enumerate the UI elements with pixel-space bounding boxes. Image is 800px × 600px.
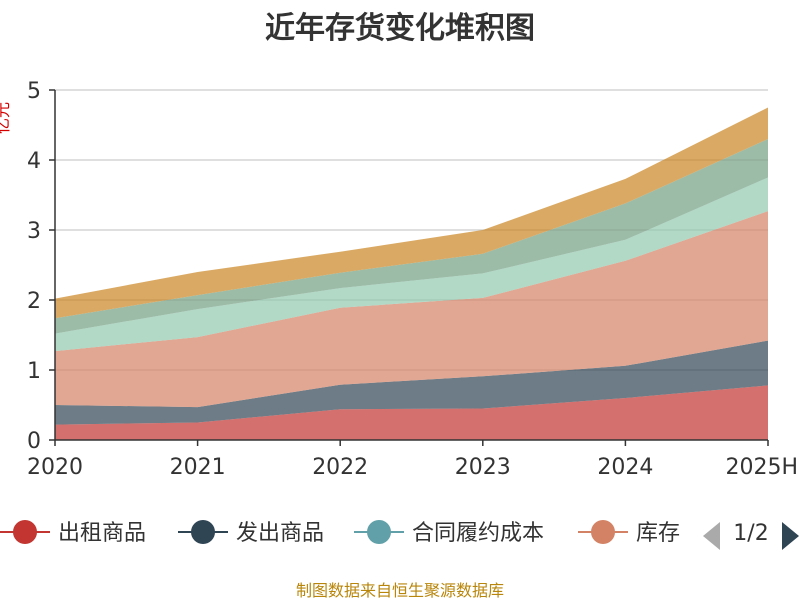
- x-tick-label: 2024: [597, 455, 653, 480]
- legend-label: 合同履约成本: [412, 521, 544, 546]
- area-series-group: [55, 107, 768, 440]
- y-tick-label: 5: [27, 79, 41, 104]
- y-axis-label: 亿元: [0, 102, 12, 134]
- axes: 0 1 2 3 4 5 2020 2021 2022 2023 2024 2025H: [27, 79, 798, 480]
- area-series-7[interactable]: [55, 107, 768, 319]
- x-tick-label: 2020: [27, 455, 83, 480]
- legend-item-2[interactable]: 发出商品: [178, 520, 324, 546]
- legend-label: 库存: [636, 521, 680, 546]
- legend-marker: [367, 520, 391, 544]
- x-tick-label: 2021: [170, 455, 226, 480]
- x-tick-label: 2023: [455, 455, 511, 480]
- y-tick-label: 2: [27, 289, 41, 314]
- legend-prev-page-arrow-icon[interactable]: [703, 522, 720, 550]
- legend-marker: [191, 520, 215, 544]
- area-series-1[interactable]: [55, 385, 768, 440]
- legend-marker: [591, 520, 615, 544]
- legend[interactable]: 出租商品 发出商品 合同履约成本 库存 1/2: [0, 520, 799, 550]
- y-tick-label: 3: [27, 219, 41, 244]
- legend-item-1[interactable]: 出租商品: [0, 520, 146, 546]
- data-source-caption: 制图数据来自恒生聚源数据库: [296, 581, 504, 600]
- legend-label: 发出商品: [236, 521, 324, 546]
- legend-item-3[interactable]: 合同履约成本: [354, 520, 544, 546]
- chart-title: 近年存货变化堆积图: [265, 11, 535, 46]
- x-tick-label: 2025H: [725, 455, 798, 480]
- area-series-4[interactable]: [55, 211, 768, 408]
- legend-label: 出租商品: [58, 521, 146, 546]
- area-series-6[interactable]: [55, 139, 768, 334]
- legend-item-4[interactable]: 库存: [578, 520, 680, 546]
- legend-next-page-arrow-icon[interactable]: [782, 522, 799, 550]
- y-tick-label: 1: [27, 359, 41, 384]
- y-tick-label: 0: [27, 429, 41, 454]
- legend-marker: [13, 520, 37, 544]
- x-tick-label: 2022: [312, 455, 368, 480]
- legend-page-indicator: 1/2: [733, 521, 768, 546]
- y-tick-label: 4: [27, 149, 41, 174]
- area-series-2[interactable]: [55, 340, 768, 425]
- area-series-5[interactable]: [55, 177, 768, 352]
